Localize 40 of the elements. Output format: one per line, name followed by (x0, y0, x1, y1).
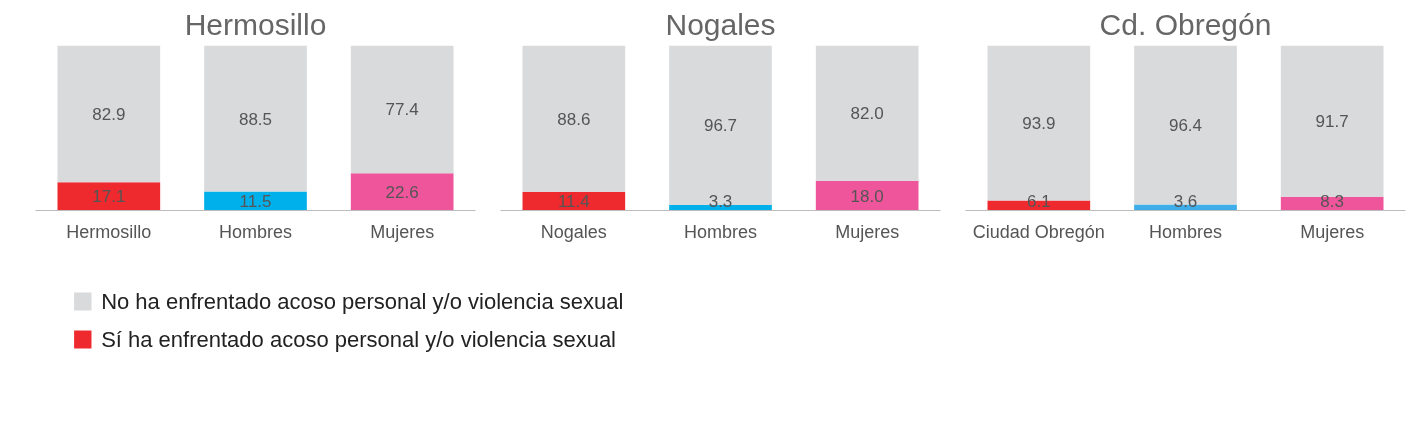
data-label: 96.4 (1168, 116, 1203, 136)
bar (204, 45, 307, 192)
data-label: 77.4 (385, 100, 419, 120)
data-label: 18.0 (850, 186, 884, 206)
bar (522, 45, 626, 192)
data-label: 96.7 (703, 116, 738, 136)
chart-title: Nogales (665, 7, 776, 41)
data-label: 91.7 (1315, 112, 1349, 132)
data-label: 17.1 (92, 187, 126, 207)
bar (350, 45, 454, 174)
data-label: 93.9 (1022, 113, 1056, 133)
data-label: 22.6 (385, 182, 419, 202)
data-label: 82.9 (92, 104, 126, 124)
x-tick-label: Mujeres (835, 221, 900, 242)
bar (57, 182, 161, 211)
chart-title: Hermosillo (184, 7, 327, 41)
data-label: 82.0 (850, 104, 884, 124)
x-tick-label: Hombres (1148, 221, 1223, 242)
bar (1134, 45, 1237, 205)
x-tick-label: Ciudad Obregón (972, 221, 1105, 242)
x-tick-label: Hermosillo (66, 221, 152, 242)
data-label: 88.5 (238, 109, 273, 129)
x-tick-label: Hombres (683, 221, 758, 242)
data-label: 88.6 (557, 109, 591, 129)
x-tick-label: Nogales (540, 221, 607, 242)
bar (1280, 45, 1384, 197)
x-tick-label: Mujeres (1300, 221, 1365, 242)
bar (57, 45, 161, 183)
x-tick-label: Hombres (218, 221, 293, 242)
x-tick-label: Mujeres (370, 221, 435, 242)
bar (815, 45, 919, 181)
bar (815, 180, 919, 211)
data-label: 8.3 (1320, 191, 1344, 211)
data-label: 11.4 (557, 191, 590, 211)
bar (669, 45, 772, 206)
chart-title: Cd. Obregón (1099, 7, 1272, 41)
bar (350, 173, 454, 211)
legend-label: Sí ha enfrentado acoso personal y/o violencia sexual (101, 327, 617, 352)
data-label: 11.5 (239, 191, 272, 211)
legend-label: No ha enfrentado acoso personal y/o violencia sexual (101, 289, 624, 314)
